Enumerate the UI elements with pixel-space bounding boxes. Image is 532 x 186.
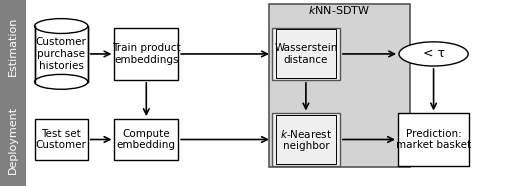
Text: < τ: < τ xyxy=(422,47,445,60)
FancyBboxPatch shape xyxy=(269,4,410,167)
FancyBboxPatch shape xyxy=(397,113,469,166)
FancyBboxPatch shape xyxy=(0,0,26,93)
FancyBboxPatch shape xyxy=(276,115,336,164)
Ellipse shape xyxy=(35,19,88,33)
Text: Train product
embeddings: Train product embeddings xyxy=(112,43,180,65)
FancyBboxPatch shape xyxy=(272,113,340,166)
FancyBboxPatch shape xyxy=(35,119,88,160)
Text: Customer
purchase
histories: Customer purchase histories xyxy=(36,37,87,70)
Text: Compute
embedding: Compute embedding xyxy=(117,129,176,150)
FancyBboxPatch shape xyxy=(114,28,178,80)
Text: $k$-Nearest
neighbor: $k$-Nearest neighbor xyxy=(280,128,332,151)
Text: Test set
Customer: Test set Customer xyxy=(36,129,87,150)
FancyBboxPatch shape xyxy=(272,28,340,80)
Text: Estimation: Estimation xyxy=(8,17,18,76)
Text: Prediction:
market basket: Prediction: market basket xyxy=(396,129,471,150)
Polygon shape xyxy=(35,26,88,82)
FancyBboxPatch shape xyxy=(276,29,336,78)
Text: $k$NN-SDTW: $k$NN-SDTW xyxy=(308,4,370,16)
Text: Deployment: Deployment xyxy=(8,105,18,174)
Ellipse shape xyxy=(35,74,88,89)
FancyBboxPatch shape xyxy=(114,119,178,160)
Text: Wasserstein
distance: Wasserstein distance xyxy=(274,43,338,65)
Circle shape xyxy=(399,42,468,66)
FancyBboxPatch shape xyxy=(0,93,26,186)
